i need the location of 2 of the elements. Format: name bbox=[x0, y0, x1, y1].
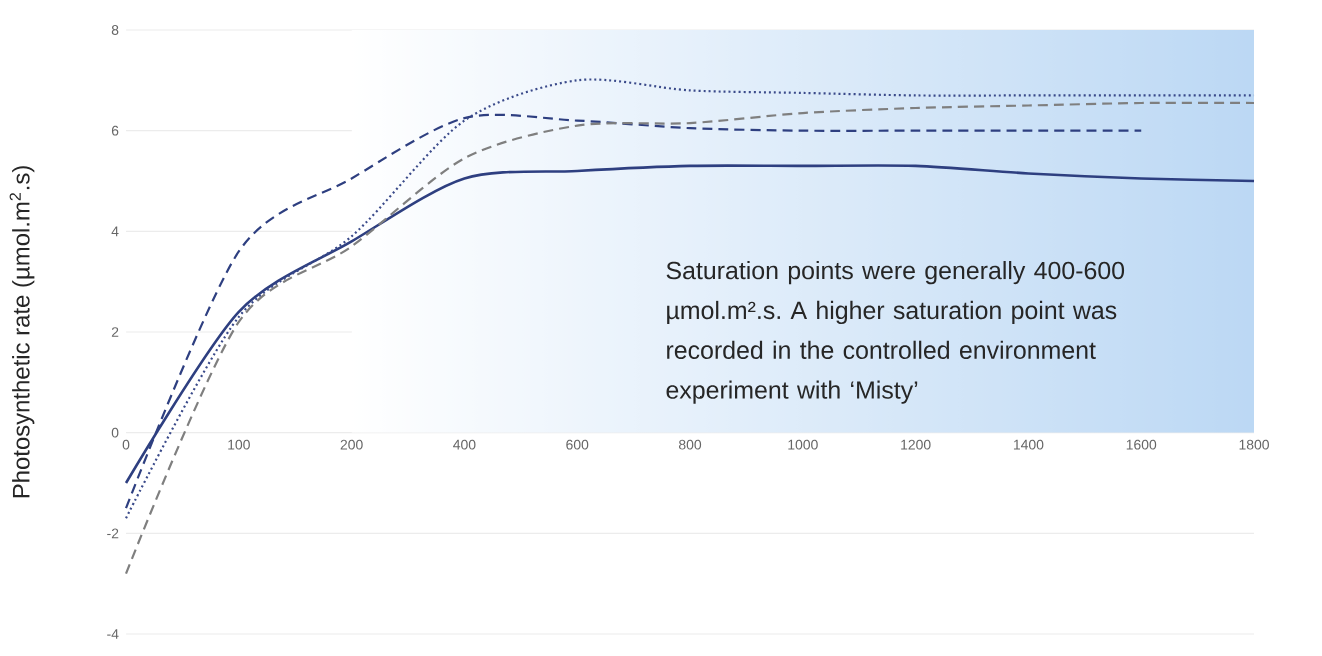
y-axis-title: Photosynthetic rate (µmol.m$^{2}$.s) bbox=[9, 166, 35, 498]
annotation: Saturation points were generally 400-600 µmol.m².s. A higher saturation point was recorded in the controlled environment experiment with ‘Misty’ bbox=[666, 261, 1125, 404]
